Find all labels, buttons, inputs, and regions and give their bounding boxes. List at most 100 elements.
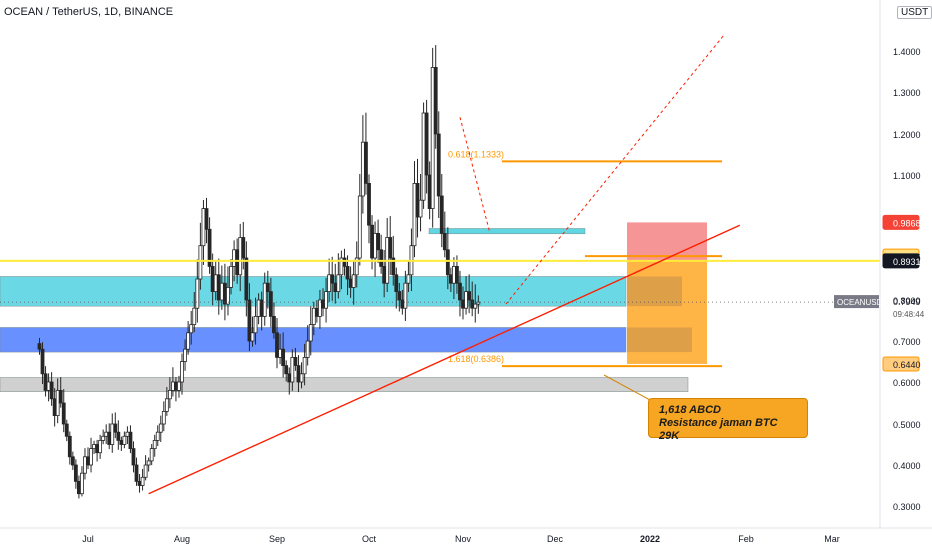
candle-body — [421, 112, 426, 201]
price-tick-label: 0.6000 — [893, 378, 921, 388]
candle — [128, 425, 133, 454]
candle-body — [379, 249, 384, 267]
candle-body — [70, 456, 75, 466]
candle — [284, 360, 289, 382]
candle — [143, 455, 148, 481]
candle-body — [278, 348, 282, 358]
candle-body — [473, 303, 478, 309]
candle-body — [290, 356, 295, 383]
candle-body — [40, 348, 45, 375]
candle-body — [195, 278, 200, 309]
candle — [146, 457, 151, 472]
candle-body — [235, 249, 240, 276]
zones-layer — [0, 222, 707, 392]
candle — [272, 302, 276, 339]
candle-body — [430, 67, 435, 209]
candle-body — [95, 444, 99, 454]
risk-box — [627, 222, 707, 261]
candle — [424, 99, 429, 194]
candle — [152, 434, 157, 457]
time-tick-label: Mar — [824, 534, 840, 544]
candle-body — [134, 464, 139, 482]
candle-body — [204, 208, 209, 230]
candle-body — [238, 237, 243, 276]
candle-body — [464, 291, 468, 309]
candle — [439, 173, 444, 248]
candle — [164, 387, 169, 416]
candle-body — [125, 431, 130, 437]
lines-layer: 0.618(1.1333) 1.618(0.6386) — [0, 34, 880, 495]
candle-body — [110, 423, 115, 445]
candle-body — [284, 365, 289, 375]
price-tick-label: 0.4000 — [893, 461, 921, 471]
candle-body — [397, 291, 402, 301]
target-marker: 0.6440 — [882, 356, 921, 372]
candle-body — [244, 257, 249, 301]
price-tick-label: 0.3000 — [893, 502, 921, 512]
time-tick-label: Dec — [547, 534, 564, 544]
candle-body — [427, 174, 432, 209]
candle-body — [351, 274, 356, 288]
candle-body — [223, 282, 227, 305]
candle — [192, 292, 197, 333]
fib-level-label: 0.618(1.1333) — [448, 149, 504, 159]
candle — [183, 339, 187, 371]
time-tick-label: Feb — [738, 534, 754, 544]
candle-body — [293, 356, 298, 366]
price-tick-label: 1.2000 — [893, 130, 921, 140]
candle — [186, 320, 191, 355]
candle-body — [140, 476, 145, 486]
candle — [324, 277, 328, 323]
candle-body — [152, 439, 157, 449]
candle — [140, 468, 145, 491]
candle-body — [229, 265, 233, 288]
candle — [37, 337, 42, 355]
candle — [376, 219, 380, 264]
candle-body — [55, 389, 60, 416]
candle-body — [256, 299, 261, 317]
candle-body — [476, 301, 481, 305]
candle-body — [37, 343, 42, 350]
candle — [253, 297, 258, 345]
candle — [40, 342, 45, 385]
candle-body — [442, 232, 447, 251]
candle-body — [360, 141, 365, 197]
candle — [98, 434, 103, 459]
fib-level-label: 1.618(0.6386) — [448, 354, 504, 364]
candle-body — [216, 274, 221, 301]
price-marker-box — [882, 214, 920, 230]
candle — [418, 174, 423, 232]
candle-body — [415, 182, 420, 218]
candle-body — [314, 307, 319, 317]
candle — [433, 45, 438, 149]
candles-layer — [37, 45, 481, 499]
candle — [116, 420, 121, 450]
candle-body — [198, 245, 203, 280]
candle — [330, 256, 335, 301]
annotation-callout[interactable]: 1,618 ABCD Resistance jaman BTC 29K — [648, 398, 808, 442]
candle — [49, 372, 54, 406]
candle-body — [467, 291, 472, 301]
candle-body — [439, 195, 444, 234]
candle-body — [122, 435, 127, 445]
candle — [229, 259, 233, 295]
currency-badge[interactable]: USDT — [897, 6, 932, 19]
candle-body — [64, 423, 69, 437]
candle-body — [394, 274, 399, 292]
blue-zone — [0, 327, 627, 353]
candle-body — [92, 444, 96, 449]
small-cyan-zone — [428, 228, 586, 235]
candle-body — [174, 381, 178, 391]
time-axis[interactable]: Jul Aug Sep Oct Nov Dec 2022 Feb Mar — [82, 534, 840, 544]
candle — [189, 310, 194, 345]
candle — [308, 306, 313, 356]
candle-body — [247, 299, 252, 342]
candle-body — [183, 348, 187, 362]
candle — [299, 362, 304, 389]
candle-body — [67, 435, 72, 458]
candle-body — [180, 361, 184, 383]
candle — [67, 431, 72, 465]
candle-body — [296, 365, 301, 383]
callout-pointer — [603, 374, 651, 401]
